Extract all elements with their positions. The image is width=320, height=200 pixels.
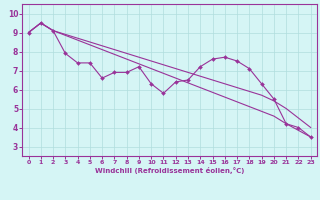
X-axis label: Windchill (Refroidissement éolien,°C): Windchill (Refroidissement éolien,°C) bbox=[95, 167, 244, 174]
